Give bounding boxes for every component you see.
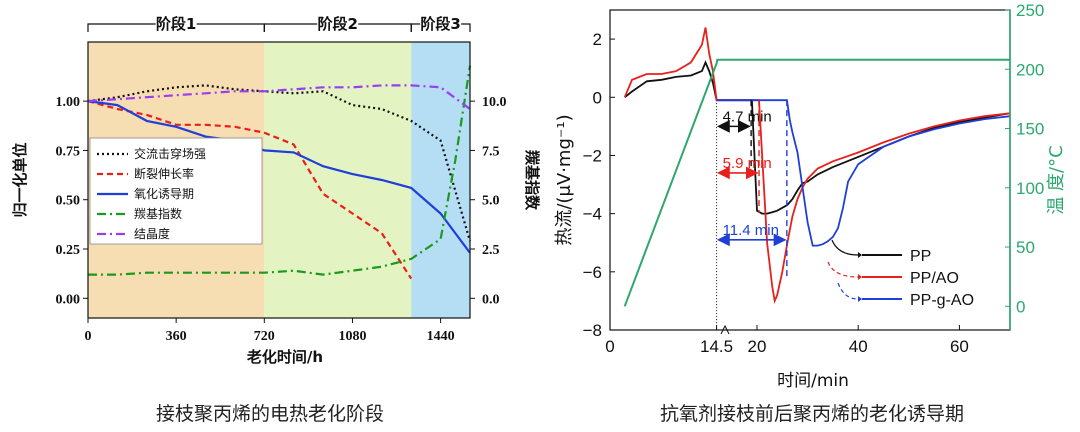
left-legend-box (89, 137, 263, 245)
left-plot-frame (87, 41, 471, 319)
left-x-tick-label: 0 (85, 329, 92, 344)
left-series-line-2 (87, 100, 471, 254)
left-x-tick-label: 360 (166, 329, 187, 344)
right-legend-leader-1 (827, 261, 859, 278)
right-series-line-2 (716, 99, 1011, 247)
right-y-tick-label: 0 (593, 88, 602, 107)
right-x-tick-label: 14.5 (700, 337, 733, 356)
right-legend: PP PP/AO PP-g-AO (827, 239, 974, 309)
left-y2-tick-label: 2.5 (482, 243, 500, 258)
left-y-axis-label: 归一化单位 (11, 142, 29, 217)
right-legend-label-0: PP (910, 248, 931, 265)
left-legend-label-1: 断裂伸长率 (134, 166, 194, 181)
left-y2-tick-label: 0.0 (482, 292, 500, 307)
right-x-axis-label: 时间/min (777, 371, 849, 391)
right-x-tick-label: 60 (950, 337, 969, 356)
stage-2-label-bg (317, 14, 359, 32)
right-y2-tick-label: 250 (1016, 1, 1044, 20)
right-series-line-3 (623, 58, 1010, 307)
right-y-tick-label: −8 (583, 321, 602, 340)
right-legend-label-1: PP/AO (910, 270, 959, 287)
left-y2-axis-label: 羰基指数 (523, 149, 541, 211)
left-chart: 阶段1 阶段2 阶段3 0 360 720 1080 1440 0.000.250.500.… (11, 14, 541, 366)
stage-3-label: 阶段3 (420, 15, 460, 33)
right-x-tick-label: 20 (748, 337, 767, 356)
left-y2-ticks: 0.0 2.5 5.0 7.5 10.0 (470, 95, 507, 307)
right-legend-arrowhead-1 (858, 274, 862, 280)
right-legend-leader-0 (831, 239, 859, 256)
left-legend-label-4: 结晶度 (134, 226, 170, 241)
left-series-line-4 (87, 84, 471, 110)
right-y-tick-label: −6 (583, 263, 602, 282)
right-y-tick-label: 2 (593, 30, 602, 49)
right-legend-leader-2 (837, 282, 859, 300)
left-x-tick-label: 1080 (338, 329, 366, 344)
right-y-ticks: 2 0 −2 −4 −6 −8 (583, 30, 615, 340)
right-legend-arrowhead-0 (858, 252, 862, 258)
right-y2-tick-label: 100 (1016, 179, 1044, 198)
left-series-line-1 (87, 100, 413, 280)
left-y-tick-label: 0.00 (56, 292, 81, 307)
stage-2-band (264, 42, 412, 318)
left-y-tick-label: 0.25 (56, 243, 81, 258)
right-series (623, 27, 1011, 330)
right-y2-ticks: 0 50 100 150 200 250 (1005, 1, 1044, 330)
right-series-line-1 (623, 27, 1011, 305)
left-y2-tick-label: 10.0 (482, 95, 507, 110)
right-y-tick-label: −2 (583, 146, 602, 165)
left-y2-tick-label: 5.0 (482, 194, 500, 209)
right-x-tick-label: 40 (849, 337, 868, 356)
left-y-tick-label: 0.50 (56, 194, 81, 209)
right-axis-break (720, 324, 730, 335)
stage-3-label-bg (420, 14, 462, 32)
left-series (87, 65, 472, 280)
stage-2-label: 阶段2 (318, 15, 358, 33)
left-legend-label-3: 羰基指数 (134, 206, 182, 221)
left-series-line-0 (87, 84, 472, 242)
left-x-tick-label: 720 (254, 329, 275, 344)
left-y-tick-label: 0.75 (56, 144, 81, 159)
right-annotation-label-0: 4.7 min (723, 108, 772, 125)
left-y-ticks: 0.00 0.25 0.50 0.75 1.00 (56, 95, 88, 307)
right-x-ticks: 0 14.5 20 40 60 (605, 324, 969, 356)
left-x-tick-label: 1440 (427, 329, 455, 344)
right-x-tick-label: 0 (605, 337, 614, 356)
stage-3-band (411, 42, 470, 318)
stage-labels: 阶段1 阶段2 阶段3 (87, 14, 471, 33)
right-y2-tick-label: 50 (1016, 238, 1035, 257)
left-legend-label-2: 氧化诱导期 (134, 187, 194, 201)
right-legend-arrowhead-2 (858, 296, 862, 302)
right-y-tick-label: −4 (583, 205, 602, 224)
right-y2-tick-label: 150 (1016, 120, 1044, 139)
left-x-ticks: 0 360 720 1080 1440 (85, 318, 455, 344)
right-annotations: 4.7 min 5.9 min 11.4 min (716, 100, 788, 280)
right-caption: 抗氧剂接枝前后聚丙烯的老化诱导期 (660, 403, 964, 425)
left-y2-tick-label: 7.5 (482, 144, 500, 159)
right-y2-tick-label: 0 (1016, 297, 1025, 316)
right-y-axis-label: 热流/(μV·mg⁻¹) (554, 114, 575, 245)
left-legend-label-0: 交流击穿场强 (134, 146, 206, 161)
right-annotation-label-2: 11.4 min (723, 222, 779, 239)
right-legend-label-2: PP-g-AO (910, 292, 974, 309)
right-y2-tick-label: 200 (1016, 60, 1044, 79)
left-x-axis-label: 老化时间/h (246, 348, 323, 366)
right-y2-axis-label: 温 度/°C (1046, 145, 1067, 214)
right-annotation-label-1: 5.9 min (723, 155, 772, 172)
left-caption: 接枝聚丙烯的电热老化阶段 (156, 403, 384, 425)
right-series-line-0 (624, 60, 1011, 215)
stage-1-label-bg (155, 14, 197, 32)
left-y-tick-label: 1.00 (56, 95, 81, 110)
stage-1-label: 阶段1 (156, 15, 196, 33)
left-series-line-3 (88, 65, 472, 276)
